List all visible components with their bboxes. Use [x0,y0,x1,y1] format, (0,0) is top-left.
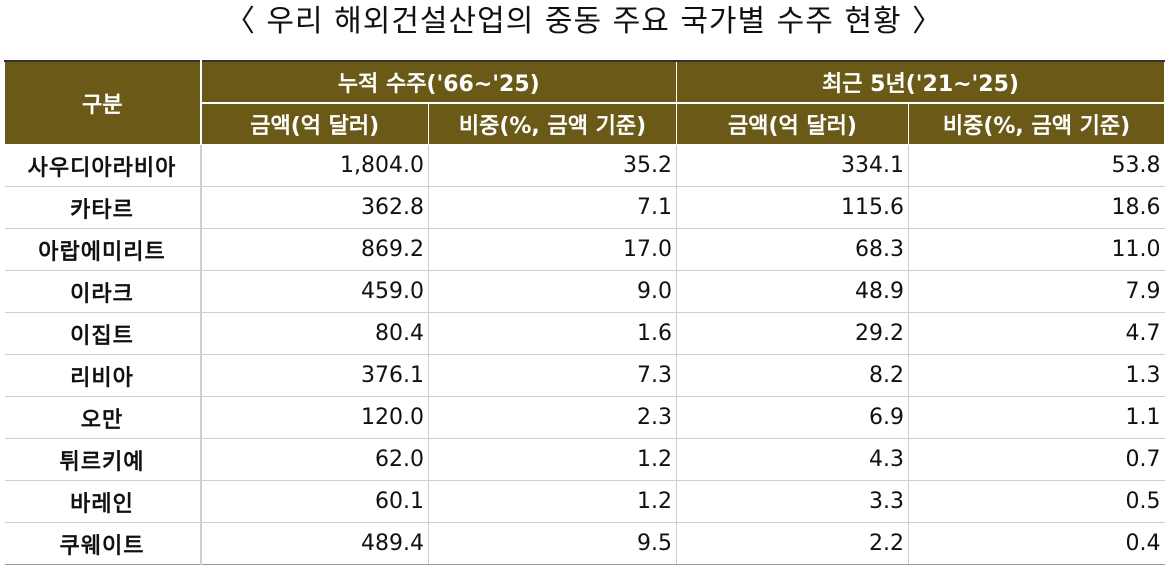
cumulative-amount-cell: 1,804.0 [200,144,429,187]
country-name-cell: 바레인 [4,480,202,523]
table-row: 튀르키예 62.0 1.2 4.3 0.7 [4,438,1165,481]
cumulative-share-cell: 1.6 [428,312,677,355]
cumulative-share-cell: 9.5 [428,522,677,565]
country-name-cell: 아랍에미리트 [4,228,202,271]
table-row: 오만 120.0 2.3 6.9 1.1 [4,396,1165,439]
table-row: 카타르 362.8 7.1 115.6 18.6 [4,186,1165,229]
recent-share-cell: 1.1 [908,396,1165,439]
table-row: 쿠웨이트 489.4 9.5 2.2 0.4 [4,522,1165,565]
cumulative-amount-cell: 376.1 [200,354,429,397]
recent-share-cell: 7.9 [908,270,1165,313]
recent-amount-cell: 4.3 [676,438,909,481]
page-title: 〈 우리 해외건설산업의 중동 주요 국가별 수주 현황 〉 [224,4,944,39]
cumulative-share-cell: 2.3 [428,396,677,439]
country-name-cell: 리비아 [4,354,202,397]
cumulative-amount-cell: 80.4 [200,312,429,355]
header-recent-share: 비중(%, 금액 기준) [908,102,1165,145]
cumulative-share-cell: 35.2 [428,144,677,187]
cumulative-amount-cell: 362.8 [200,186,429,229]
recent-amount-cell: 334.1 [676,144,909,187]
cumulative-amount-cell: 120.0 [200,396,429,439]
cumulative-share-cell: 7.3 [428,354,677,397]
country-name-cell: 이집트 [4,312,202,355]
table-row: 사우디아라비아 1,804.0 35.2 334.1 53.8 [4,144,1165,187]
cumulative-amount-cell: 489.4 [200,522,429,565]
header-category: 구분 [4,60,202,145]
header-cumulative-orders: 누적 수주('66~'25) [200,60,677,104]
country-name-cell: 카타르 [4,186,202,229]
cumulative-share-cell: 17.0 [428,228,677,271]
recent-share-cell: 0.5 [908,480,1165,523]
recent-amount-cell: 68.3 [676,228,909,271]
header-cumulative-share: 비중(%, 금액 기준) [428,102,677,145]
cumulative-share-cell: 1.2 [428,480,677,523]
cumulative-amount-cell: 60.1 [200,480,429,523]
recent-share-cell: 4.7 [908,312,1165,355]
cumulative-amount-cell: 459.0 [200,270,429,313]
cumulative-share-cell: 9.0 [428,270,677,313]
recent-share-cell: 18.6 [908,186,1165,229]
recent-amount-cell: 8.2 [676,354,909,397]
table-row: 아랍에미리트 869.2 17.0 68.3 11.0 [4,228,1165,271]
recent-amount-cell: 2.2 [676,522,909,565]
recent-share-cell: 0.4 [908,522,1165,565]
header-recent-amount: 금액(억 달러) [676,102,909,145]
country-name-cell: 사우디아라비아 [4,144,202,187]
header-recent-5-years: 최근 5년('21~'25) [676,60,1165,104]
recent-share-cell: 1.3 [908,354,1165,397]
recent-amount-cell: 3.3 [676,480,909,523]
overseas-orders-table: 구분 누적 수주('66~'25) 최근 5년('21~'25) 금액(억 달러… [4,60,1165,565]
country-name-cell: 오만 [4,396,202,439]
table-row: 리비아 376.1 7.3 8.2 1.3 [4,354,1165,397]
recent-amount-cell: 48.9 [676,270,909,313]
header-cumulative-amount: 금액(억 달러) [200,102,429,145]
table-body: 사우디아라비아 1,804.0 35.2 334.1 53.8 카타르 362.8 7.1 11… [4,144,1165,565]
cumulative-amount-cell: 62.0 [200,438,429,481]
table-row: 이집트 80.4 1.6 29.2 4.7 [4,312,1165,355]
table-row: 이라크 459.0 9.0 48.9 7.9 [4,270,1165,313]
cumulative-share-cell: 1.2 [428,438,677,481]
recent-amount-cell: 6.9 [676,396,909,439]
recent-amount-cell: 29.2 [676,312,909,355]
recent-share-cell: 53.8 [908,144,1165,187]
country-name-cell: 쿠웨이트 [4,522,202,565]
recent-share-cell: 0.7 [908,438,1165,481]
cumulative-share-cell: 7.1 [428,186,677,229]
recent-amount-cell: 115.6 [676,186,909,229]
cumulative-amount-cell: 869.2 [200,228,429,271]
table-row: 바레인 60.1 1.2 3.3 0.5 [4,480,1165,523]
country-name-cell: 이라크 [4,270,202,313]
recent-share-cell: 11.0 [908,228,1165,271]
country-name-cell: 튀르키예 [4,438,202,481]
